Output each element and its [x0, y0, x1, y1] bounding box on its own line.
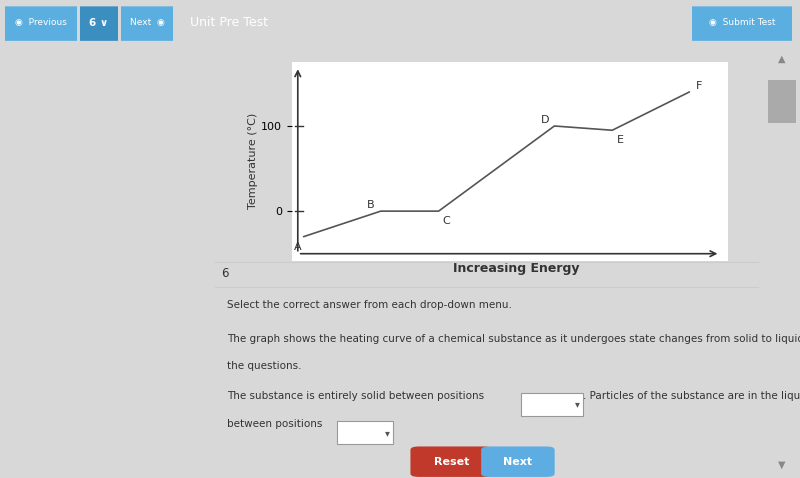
Text: Next: Next [503, 456, 533, 467]
Text: ▼: ▼ [778, 460, 786, 470]
Text: ◉  Submit Test: ◉ Submit Test [709, 18, 775, 27]
Text: ◉  Previous: ◉ Previous [15, 18, 67, 27]
Text: ▾: ▾ [386, 428, 390, 438]
Text: A: A [294, 242, 302, 252]
Text: E: E [617, 135, 623, 145]
Text: The graph shows the heating curve of a chemical substance as it undergoes state : The graph shows the heating curve of a c… [226, 335, 800, 345]
Text: F: F [696, 81, 702, 91]
Y-axis label: Temperature (°C): Temperature (°C) [249, 113, 258, 209]
Text: Next  ◉: Next ◉ [130, 18, 165, 27]
Text: B: B [367, 200, 375, 210]
Text: The substance is entirely solid between positions: The substance is entirely solid between … [226, 391, 484, 401]
Text: Unit Pre Test: Unit Pre Test [190, 16, 268, 29]
FancyBboxPatch shape [481, 446, 554, 477]
FancyBboxPatch shape [121, 6, 173, 41]
Bar [768, 80, 796, 123]
Text: the questions.: the questions. [226, 360, 301, 370]
Text: C: C [442, 217, 450, 227]
Text: 6: 6 [221, 267, 229, 280]
FancyBboxPatch shape [337, 422, 394, 444]
FancyBboxPatch shape [5, 6, 77, 41]
Text: Reset: Reset [434, 456, 469, 467]
Text: ▾: ▾ [575, 400, 580, 410]
Text: 6 ∨: 6 ∨ [90, 18, 109, 28]
Text: Increasing Energy: Increasing Energy [453, 262, 579, 275]
FancyBboxPatch shape [80, 6, 118, 41]
FancyBboxPatch shape [692, 6, 792, 41]
Text: Select the correct answer from each drop-down menu.: Select the correct answer from each drop… [226, 300, 511, 310]
FancyBboxPatch shape [521, 393, 583, 416]
Text: between positions: between positions [226, 419, 322, 429]
Text: D: D [541, 115, 549, 125]
Text: . Particles of the substance are in the liquid state and are gaining kinetic ene: . Particles of the substance are in the … [583, 391, 800, 401]
Text: ▲: ▲ [778, 54, 786, 64]
FancyBboxPatch shape [410, 446, 493, 477]
